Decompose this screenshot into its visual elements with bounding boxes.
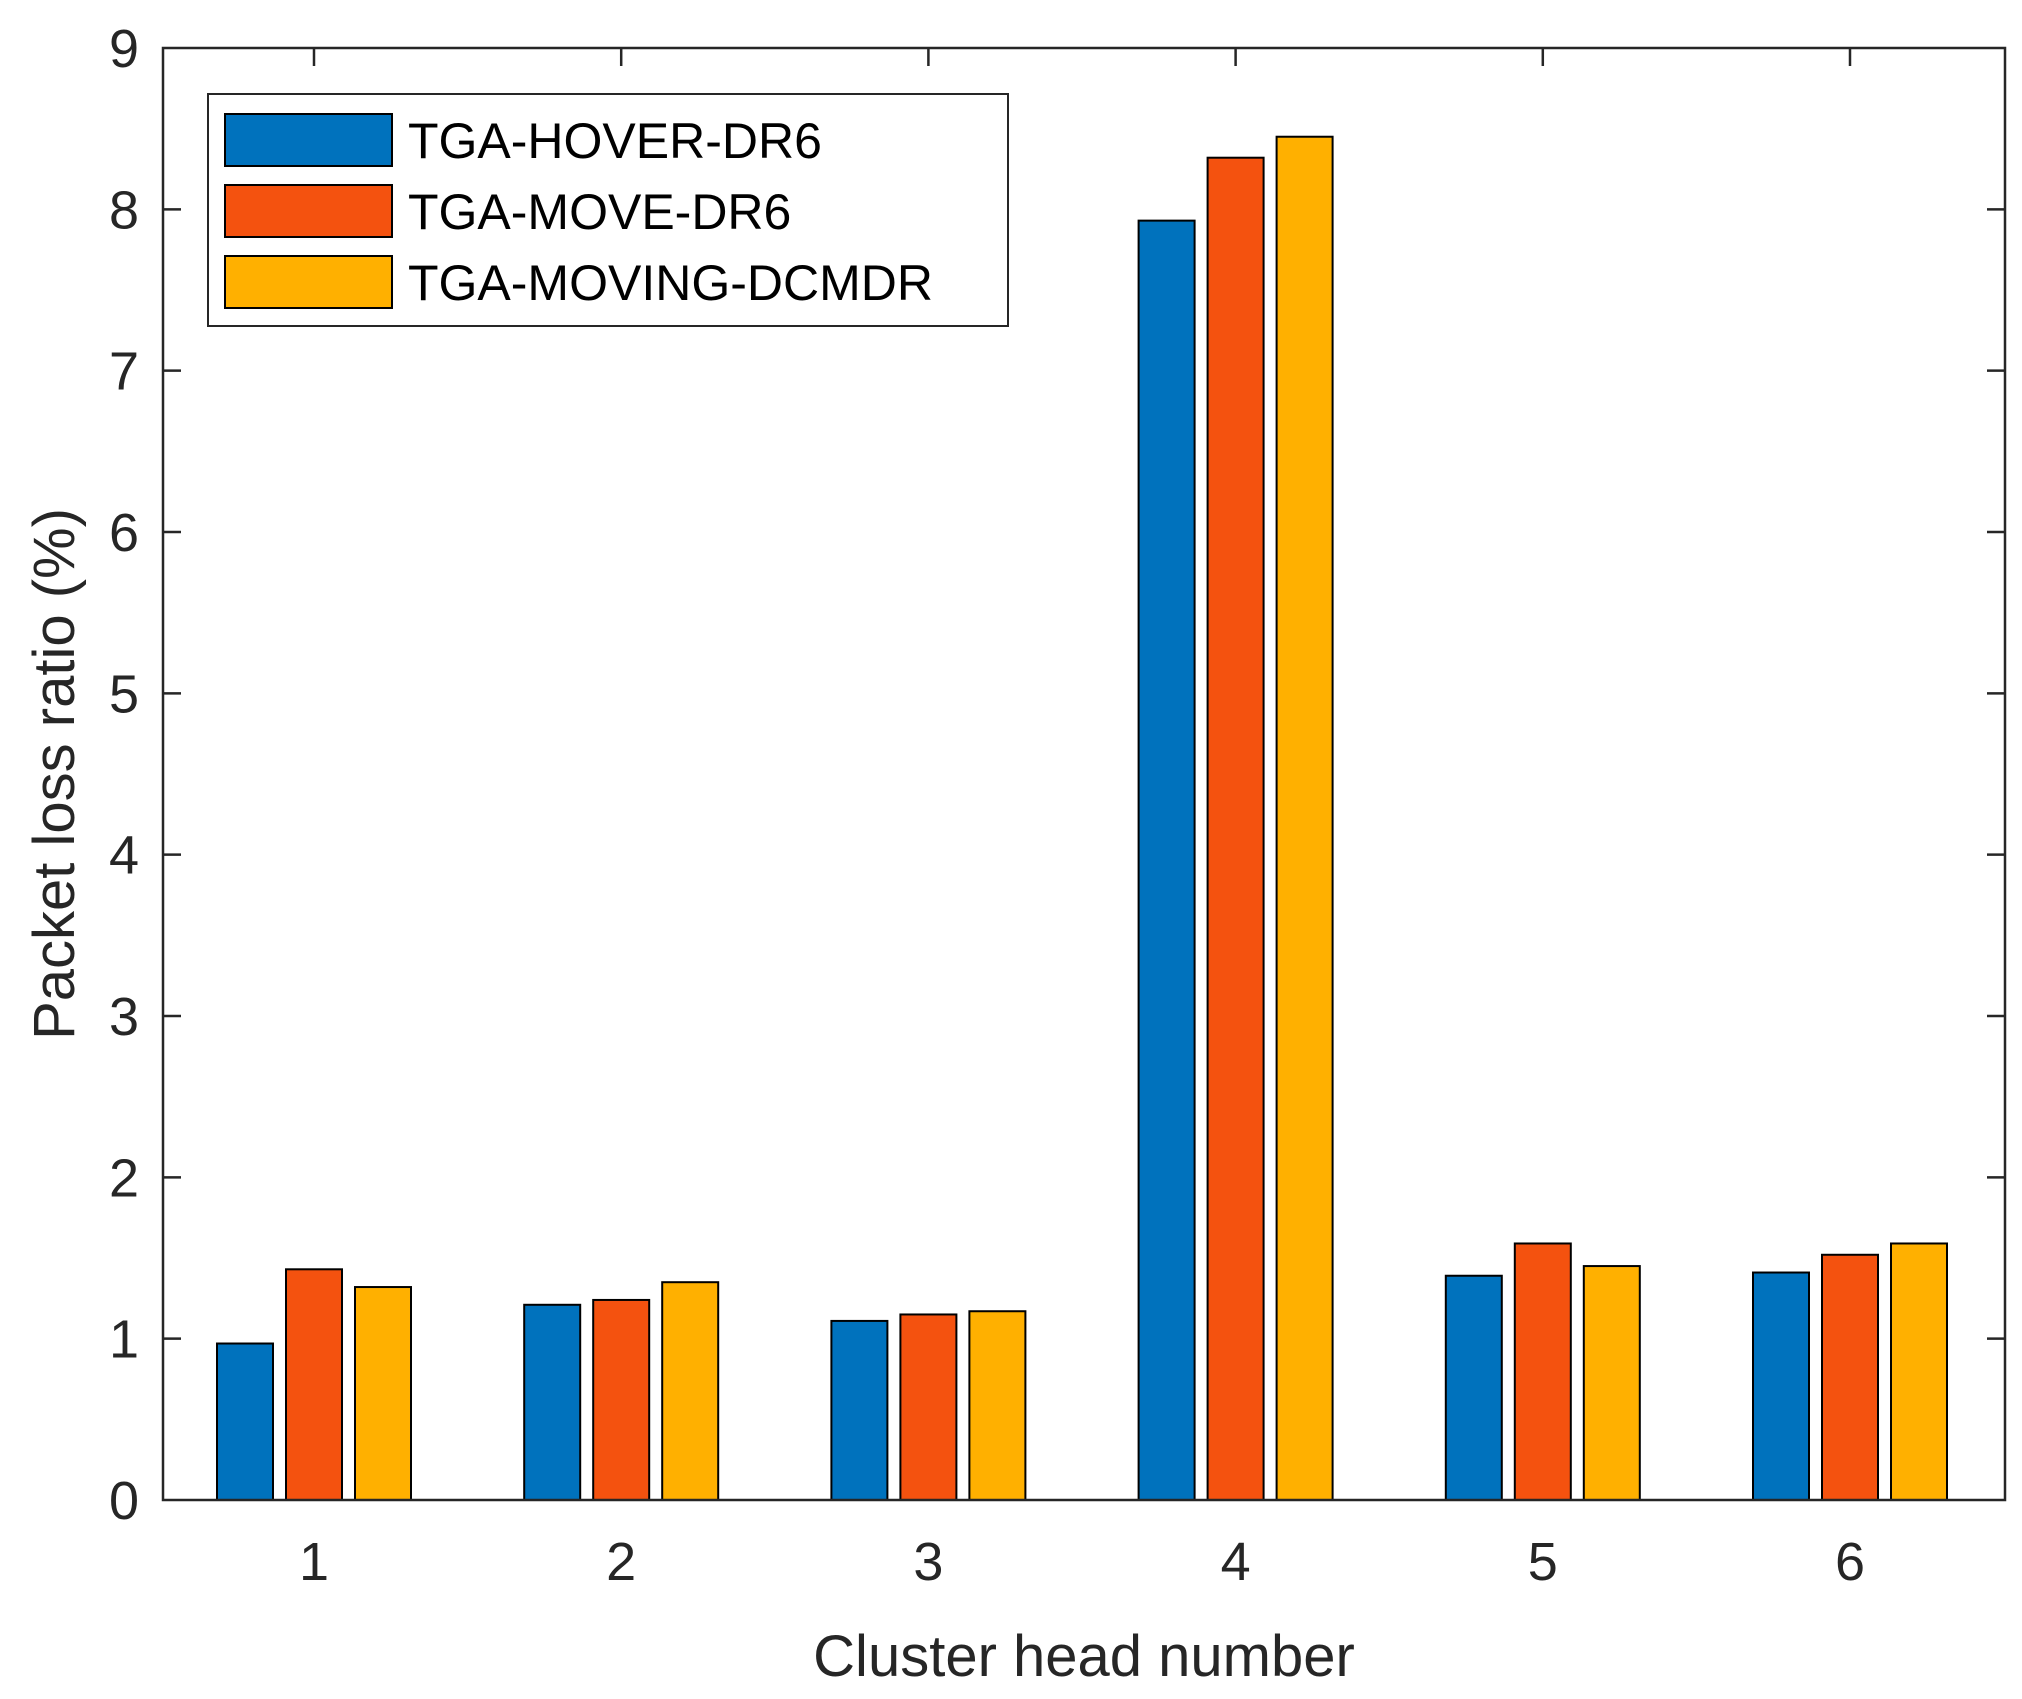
legend-label: TGA-MOVE-DR6 — [408, 184, 791, 240]
bar-tga-hover-dr6-3 — [830, 1319, 889, 1502]
x-tick-label: 1 — [299, 1532, 329, 1592]
bar-tga-move-dr6-5 — [1513, 1242, 1572, 1501]
legend-label: TGA-MOVING-DCMDR — [408, 255, 933, 311]
bar-tga-moving-dcmdr-1 — [354, 1286, 412, 1502]
bar-tga-move-dr6-2 — [592, 1298, 651, 1501]
x-tick-label: 3 — [913, 1532, 943, 1592]
bar-tga-hover-dr6-2 — [523, 1303, 582, 1501]
y-tick-label: 2 — [109, 1148, 139, 1208]
bar-tga-moving-dcmdr-3 — [968, 1310, 1027, 1501]
legend-swatch-tga-hover-dr6 — [224, 113, 393, 167]
legend: TGA-HOVER-DR6 TGA-MOVE-DR6 TGA-MOVING-DCMD… — [207, 93, 1009, 327]
bar-tga-moving-dcmdr-4 — [1275, 135, 1334, 1502]
bar-tga-hover-dr6-5 — [1444, 1274, 1503, 1502]
bar-tga-move-dr6-4 — [1206, 156, 1265, 1501]
bar-tga-move-dr6-6 — [1821, 1253, 1879, 1501]
legend-swatch-tga-move-dr6 — [224, 184, 393, 238]
y-tick-label: 5 — [109, 664, 139, 724]
x-tick-label: 2 — [606, 1532, 636, 1592]
x-tick-label: 5 — [1528, 1532, 1558, 1592]
bar-tga-move-dr6-3 — [899, 1313, 958, 1502]
bar-tga-moving-dcmdr-6 — [1890, 1242, 1948, 1501]
bar-tga-hover-dr6-6 — [1752, 1271, 1810, 1502]
y-tick-label: 3 — [109, 987, 139, 1047]
x-axis-label: Cluster head number — [813, 1624, 1355, 1689]
legend-label: TGA-HOVER-DR6 — [408, 113, 822, 169]
y-tick-label: 7 — [109, 342, 139, 402]
bar-tga-move-dr6-1 — [285, 1268, 343, 1501]
bar-tga-hover-dr6-4 — [1137, 219, 1196, 1501]
bar-tga-hover-dr6-1 — [216, 1342, 274, 1502]
x-tick-label: 6 — [1835, 1532, 1865, 1592]
bar-tga-moving-dcmdr-2 — [661, 1281, 720, 1501]
x-tick-label: 4 — [1221, 1532, 1251, 1592]
plot-area-border — [161, 46, 2007, 1502]
y-tick-label: 0 — [109, 1471, 139, 1531]
y-tick-label: 4 — [109, 826, 139, 886]
y-tick-label: 8 — [109, 180, 139, 240]
y-tick-label: 9 — [109, 19, 139, 79]
legend-swatch-tga-moving-dcmdr — [224, 255, 393, 309]
y-axis-label: Packet loss ratio (%) — [22, 508, 87, 1040]
y-tick-label: 1 — [109, 1310, 139, 1370]
y-tick-label: 6 — [109, 503, 139, 563]
bar-tga-moving-dcmdr-5 — [1582, 1265, 1641, 1501]
